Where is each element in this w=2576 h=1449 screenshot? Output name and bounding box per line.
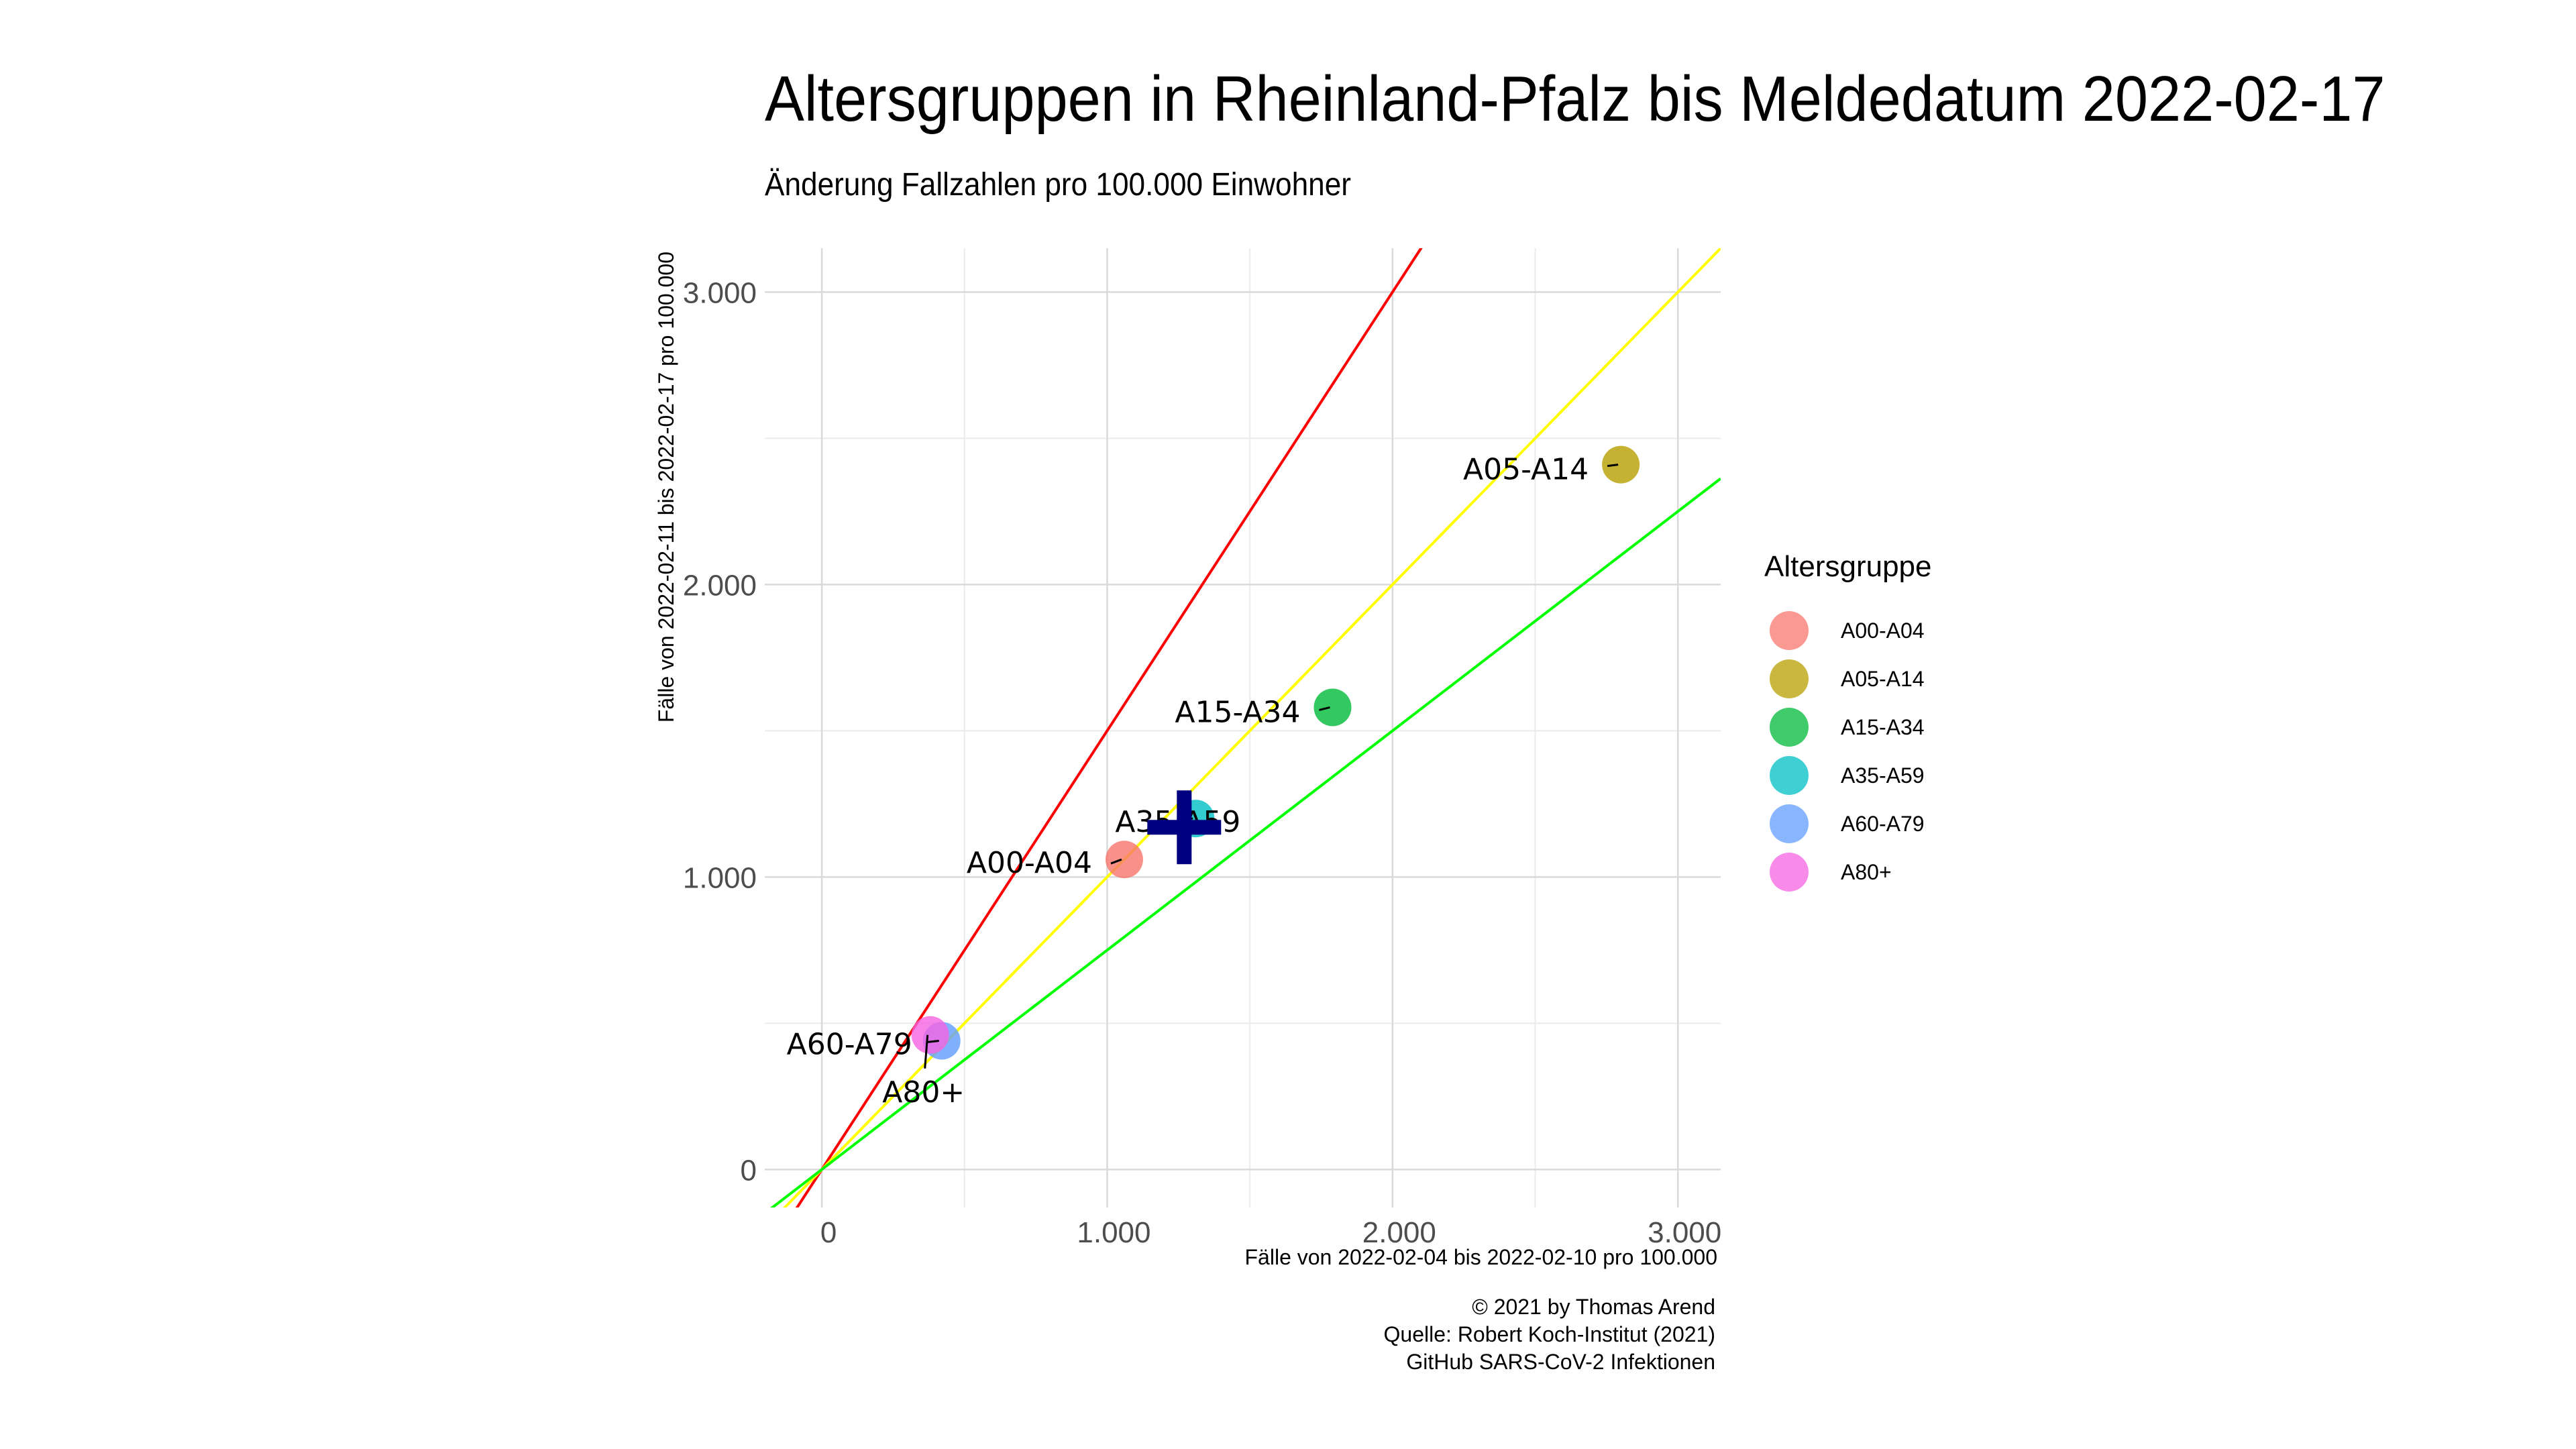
y-tick-label: 3.000 [683, 276, 757, 309]
grid-major [765, 248, 1721, 1208]
chart-subtitle: Änderung Fallzahlen pro 100.000 Einwohne… [765, 167, 1351, 203]
reference-lines [770, 248, 1721, 1208]
label-connector [1319, 706, 1330, 711]
label-connector [1607, 464, 1619, 468]
legend-label: A60-A79 [1841, 811, 1925, 836]
legend-item: A00-A04 [1764, 606, 1931, 655]
data-points [911, 445, 1640, 1060]
y-axis-title: Fälle von 2022-02-11 bis 2022-02-17 pro … [654, 252, 678, 722]
reference-line [782, 248, 1721, 1208]
legend-label: A00-A04 [1841, 618, 1925, 643]
legend-item: A05-A14 [1764, 655, 1931, 703]
legend-key [1770, 659, 1809, 698]
point-label: A80+ [882, 1075, 965, 1110]
legend-item: A15-A34 [1764, 703, 1931, 751]
y-tick-label: 0 [741, 1154, 757, 1187]
point-label: A00-A04 [967, 846, 1092, 880]
legend-label: A15-A34 [1841, 714, 1925, 739]
legend-key [1770, 708, 1809, 747]
reference-line [795, 248, 1423, 1208]
legend-key [1770, 611, 1809, 650]
x-tick-label: 3.000 [1648, 1216, 1721, 1249]
x-tick-label: 0 [820, 1216, 837, 1249]
total-marker [1147, 790, 1222, 865]
legend-item: A35-A59 [1764, 751, 1931, 800]
data-point [1105, 841, 1143, 879]
legend-key [1770, 756, 1809, 795]
caption-line: GitHub SARS-CoV-2 Infektionen [1406, 1350, 1715, 1374]
data-point [1313, 688, 1352, 727]
x-axis-title: Fälle von 2022-02-04 bis 2022-02-10 pro … [1245, 1245, 1718, 1269]
legend-title: Altersgruppe [1764, 550, 1932, 583]
legend-key [1770, 804, 1809, 843]
legend-item: A60-A79 [1764, 800, 1931, 848]
legend: Altersgruppe A00-A04 A05-A14 A15-A34 A35-A5… [1764, 550, 1931, 896]
legend-label: A35-A59 [1841, 763, 1925, 788]
caption-line: © 2021 by Thomas Arend [1472, 1295, 1715, 1319]
caption-line: Quelle: Robert Koch-Institut (2021) [1383, 1322, 1715, 1346]
legend-key [1770, 853, 1809, 892]
label-connector [924, 1034, 929, 1069]
x-axis-ticks: 0 1.000 2.000 3.000 [820, 1216, 1721, 1249]
data-point [911, 1016, 949, 1054]
point-label: A15-A34 [1175, 695, 1300, 729]
label-connector [1110, 858, 1122, 865]
point-label: A05-A14 [1463, 453, 1589, 487]
legend-label: A05-A14 [1841, 666, 1925, 691]
y-tick-label: 2.000 [683, 569, 757, 602]
chart-title: Altersgruppen in Rheinland-Pfalz bis Mel… [765, 63, 2385, 135]
data-point [1602, 445, 1640, 484]
legend-item: A80+ [1764, 848, 1931, 896]
label-connector [926, 1040, 939, 1043]
y-axis-ticks: 0 1.000 2.000 3.000 [683, 276, 757, 1187]
grid-minor [765, 248, 1721, 1208]
caption: © 2021 by Thomas Arend Quelle: Robert Ko… [1384, 1293, 1715, 1376]
point-label: A60-A79 [787, 1027, 912, 1061]
x-tick-label: 1.000 [1077, 1216, 1150, 1249]
y-tick-label: 1.000 [683, 861, 757, 894]
legend-items: A00-A04 A05-A14 A15-A34 A35-A59 A60-A79 A80+ [1764, 606, 1931, 896]
legend-label: A80+ [1841, 859, 1892, 884]
reference-line [770, 477, 1721, 1208]
x-tick-label: 2.000 [1362, 1216, 1436, 1249]
